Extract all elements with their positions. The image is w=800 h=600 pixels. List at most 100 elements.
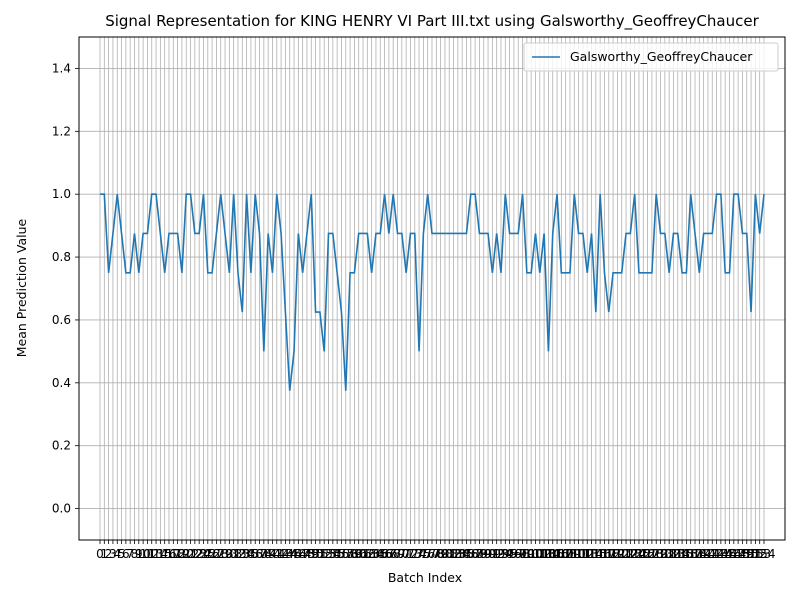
x-tick-label: 74 bbox=[411, 547, 426, 561]
x-tick-label: 58 bbox=[342, 547, 357, 561]
x-tick-label: 31 bbox=[226, 547, 241, 561]
y-tick-label: 0.4 bbox=[52, 376, 71, 390]
x-tick-label: 121 bbox=[610, 547, 633, 561]
x-tick-label: 3 bbox=[109, 547, 117, 561]
y-axis-label: Mean Prediction Value bbox=[14, 218, 29, 357]
x-tick-label: 69 bbox=[390, 547, 405, 561]
x-ticks: 0123456789101112131415161718192021222324… bbox=[96, 540, 775, 561]
x-tick-label: 23 bbox=[192, 547, 207, 561]
x-tick-label: 91 bbox=[485, 547, 500, 561]
x-tick-label: 66 bbox=[377, 547, 392, 561]
x-tick-label: 139 bbox=[688, 547, 711, 561]
x-tick-label: 110 bbox=[563, 547, 586, 561]
x-tick-label: 27 bbox=[209, 547, 224, 561]
x-tick-label: 111 bbox=[567, 547, 590, 561]
x-tick-label: 92 bbox=[489, 547, 504, 561]
y-ticks: 0.0 0.2 0.4 0.6 0.8 1.0 1.2 1.4 bbox=[52, 61, 79, 516]
x-tick-label: 146 bbox=[718, 547, 741, 561]
x-tick-label: 101 bbox=[524, 547, 547, 561]
x-tick-label: 61 bbox=[355, 547, 370, 561]
x-tick-label: 32 bbox=[230, 547, 245, 561]
x-tick-label: 102 bbox=[528, 547, 551, 561]
x-tick-label: 53 bbox=[321, 547, 336, 561]
x-tick-label: 113 bbox=[576, 547, 599, 561]
y-tick-label: 0.6 bbox=[52, 313, 71, 327]
x-tick-label: 26 bbox=[204, 547, 219, 561]
x-tick-label: 12 bbox=[144, 547, 159, 561]
x-tick-label: 60 bbox=[351, 547, 366, 561]
x-tick-label: 15 bbox=[157, 547, 172, 561]
x-tick-label: 57 bbox=[338, 547, 353, 561]
x-tick-label: 45 bbox=[286, 547, 301, 561]
y-tick-label: 1.2 bbox=[52, 124, 71, 138]
y-tick-label: 0.8 bbox=[52, 250, 71, 264]
x-tick-label: 119 bbox=[602, 547, 625, 561]
x-tick-label: 133 bbox=[662, 547, 685, 561]
x-tick-label: 22 bbox=[187, 547, 202, 561]
x-tick-label: 107 bbox=[550, 547, 573, 561]
x-tick-label: 84 bbox=[455, 547, 470, 561]
x-tick-label: 4 bbox=[113, 547, 121, 561]
x-tick-label: 11 bbox=[140, 547, 155, 561]
x-tick-label: 6 bbox=[122, 547, 130, 561]
x-tick-label: 136 bbox=[675, 547, 698, 561]
x-tick-label: 96 bbox=[506, 547, 521, 561]
x-tick-label: 30 bbox=[222, 547, 237, 561]
x-tick-label: 95 bbox=[502, 547, 517, 561]
x-tick-label: 114 bbox=[580, 547, 603, 561]
x-tick-label: 87 bbox=[467, 547, 482, 561]
x-tick-label: 9 bbox=[135, 547, 143, 561]
x-tick-label: 43 bbox=[278, 547, 293, 561]
x-tick-label: 153 bbox=[748, 547, 771, 561]
x-tick-label: 19 bbox=[174, 547, 189, 561]
x-tick-label: 46 bbox=[291, 547, 306, 561]
x-tick-label: 21 bbox=[183, 547, 198, 561]
x-tick-label: 148 bbox=[727, 547, 750, 561]
x-tick-label: 137 bbox=[679, 547, 702, 561]
x-tick-label: 49 bbox=[304, 547, 319, 561]
x-tick-label: 78 bbox=[429, 547, 444, 561]
x-tick-label: 63 bbox=[364, 547, 379, 561]
x-tick-label: 109 bbox=[559, 547, 582, 561]
x-tick-label: 35 bbox=[243, 547, 258, 561]
x-tick-label: 108 bbox=[554, 547, 577, 561]
x-tick-label: 18 bbox=[170, 547, 185, 561]
x-tick-label: 79 bbox=[433, 547, 448, 561]
x-tick-label: 94 bbox=[498, 547, 513, 561]
x-tick-label: 24 bbox=[196, 547, 211, 561]
x-tick-label: 1 bbox=[100, 547, 108, 561]
x-tick-label: 86 bbox=[463, 547, 478, 561]
x-tick-label: 42 bbox=[273, 547, 288, 561]
x-tick-label: 83 bbox=[450, 547, 465, 561]
x-tick-label: 115 bbox=[584, 547, 607, 561]
x-tick-label: 149 bbox=[731, 547, 754, 561]
x-tick-label: 140 bbox=[692, 547, 715, 561]
x-tick-label: 14 bbox=[153, 547, 168, 561]
x-tick-label: 56 bbox=[334, 547, 349, 561]
x-tick-label: 55 bbox=[330, 547, 345, 561]
x-tick-label: 68 bbox=[386, 547, 401, 561]
x-tick-label: 71 bbox=[398, 547, 413, 561]
x-tick-label: 152 bbox=[744, 547, 767, 561]
legend: Galsworthy_GeoffreyChaucer bbox=[523, 42, 779, 72]
x-tick-label: 28 bbox=[213, 547, 228, 561]
x-tick-label: 85 bbox=[459, 547, 474, 561]
x-tick-label: 7 bbox=[126, 547, 134, 561]
x-tick-label: 59 bbox=[347, 547, 362, 561]
x-tick-label: 77 bbox=[424, 547, 439, 561]
x-tick-label: 129 bbox=[645, 547, 668, 561]
x-tick-label: 75 bbox=[416, 547, 431, 561]
x-tick-label: 145 bbox=[714, 547, 737, 561]
x-tick-label: 89 bbox=[476, 547, 491, 561]
x-tick-label: 40 bbox=[265, 547, 280, 561]
gridlines bbox=[79, 37, 785, 540]
x-tick-label: 47 bbox=[295, 547, 310, 561]
x-tick-label: 25 bbox=[200, 547, 215, 561]
x-tick-label: 8 bbox=[131, 547, 139, 561]
x-tick-label: 82 bbox=[446, 547, 461, 561]
x-tick-label: 106 bbox=[546, 547, 569, 561]
x-tick-label: 81 bbox=[442, 547, 457, 561]
x-tick-label: 70 bbox=[394, 547, 409, 561]
x-tick-label: 118 bbox=[597, 547, 620, 561]
